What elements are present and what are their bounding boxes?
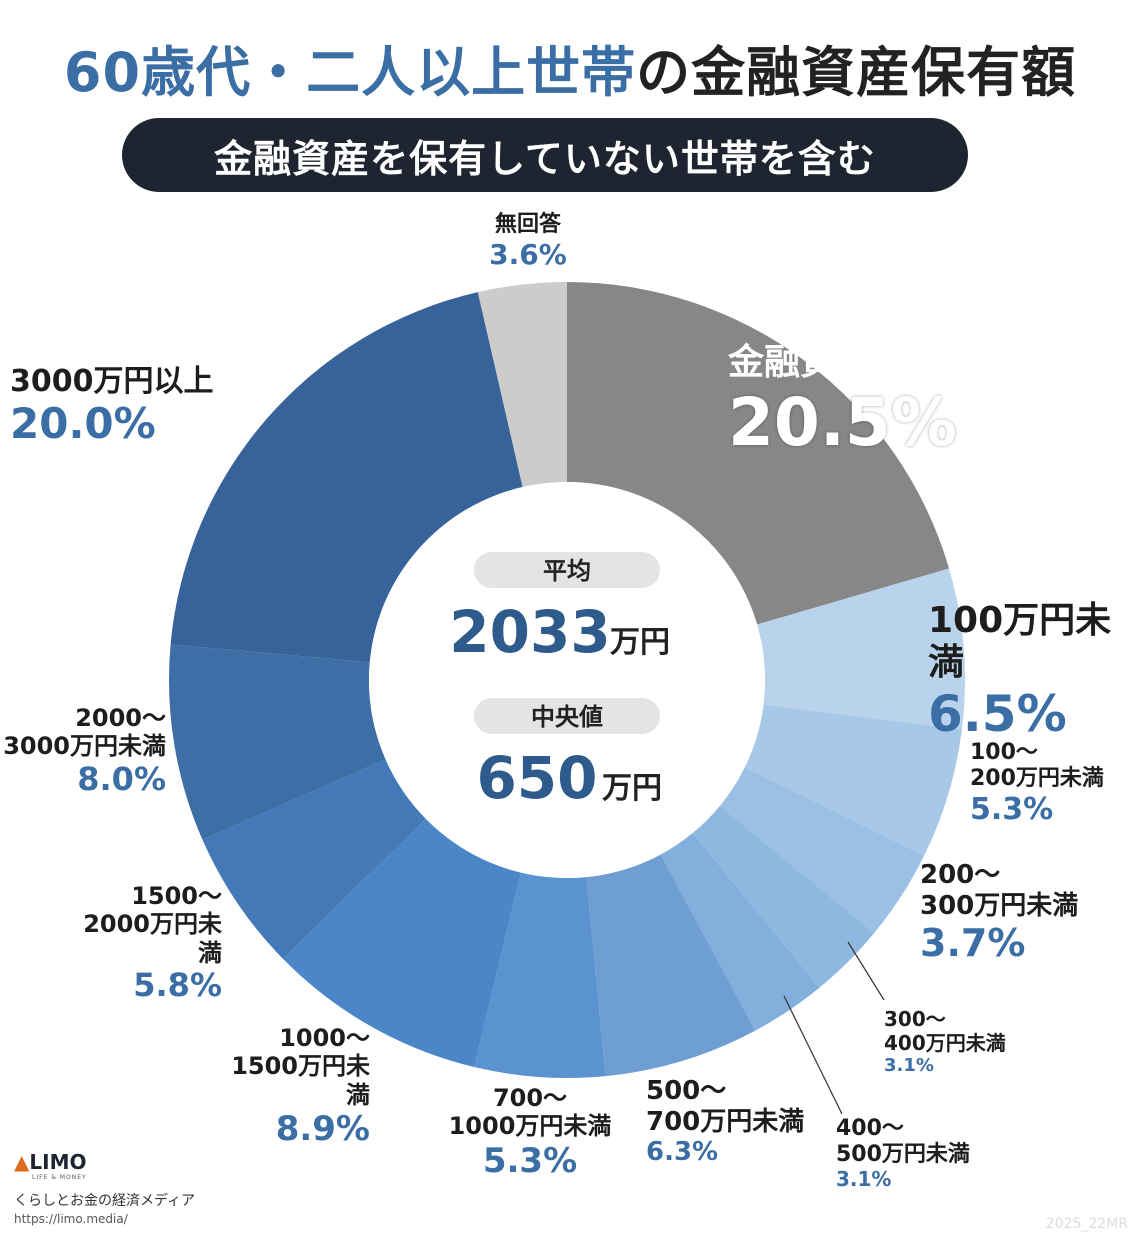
slice-label-3: 200〜 300万円未満 3.7% [920, 860, 1078, 966]
median-label: 中央値 [531, 703, 603, 731]
slice-label-9: 1500〜 2000万円未満 5.8% [80, 882, 222, 1005]
donut-slice-9 [202, 759, 426, 959]
slice-label-10: 2000〜 3000万円未満 8.0% [0, 704, 166, 798]
slice-label-name: 300万円未満 [920, 890, 1079, 921]
slice-label-name: 3000万円以上 [10, 364, 214, 399]
slice-label-name: 1500〜 [131, 882, 222, 910]
donut-slice-12 [477, 282, 567, 488]
slice-label-name: 500〜 [646, 1076, 727, 1106]
slice-label-6: 500〜 700万円未満 6.3% [646, 1076, 804, 1168]
slice-label-name: 400〜 [836, 1116, 904, 1141]
logo-text: LIMO [29, 1150, 87, 1174]
slice-label-name: 200〜 [920, 860, 1001, 890]
slice-label-1: 100万円未満 6.5% [928, 600, 1140, 744]
slice-label-pct: 5.8% [133, 965, 222, 1004]
slice-label-7: 700〜 1000万円未満 5.3% [440, 1084, 620, 1181]
donut-slice-10 [169, 644, 386, 840]
slice-label-name: 1500万円未満 [231, 1052, 370, 1109]
slice-label-pct: 3.1% [836, 1166, 892, 1191]
donut-slices [169, 282, 965, 1078]
slice-label-name: 500万円未満 [836, 1141, 970, 1167]
slice-label-name: 700〜 [492, 1084, 568, 1112]
slice-label-name: 1000万円未満 [448, 1112, 612, 1141]
slice-label-pct: 3.6% [489, 237, 567, 271]
slice-label-pct: 6.5% [928, 684, 1067, 743]
slice-label-name: 1000〜 [279, 1024, 370, 1052]
slice-label-name: 2000万円未満 [83, 910, 222, 967]
leader-line-0 [847, 941, 885, 1001]
avg-label-pill [474, 552, 660, 588]
slice-label-4: 300〜 400万円未満 3.1% [884, 1007, 1006, 1077]
slice-label-name: 100〜 [970, 740, 1038, 765]
donut-hole [369, 482, 765, 878]
slice-label-pct: 3.1% [884, 1055, 934, 1077]
slice-label-pct: 5.3% [482, 1140, 578, 1181]
footer-stamp: 2025_22MR [1045, 1216, 1128, 1232]
leader-line-1 [783, 995, 843, 1115]
avg-label: 平均 [543, 557, 591, 585]
footer-tagline: くらしとお金の経済メディア [14, 1193, 196, 1209]
donut-slice-1 [757, 568, 965, 730]
subtitle-text: 金融資産を保有していない世帯を含む [214, 136, 876, 181]
slice-label-name: 700万円未満 [646, 1106, 805, 1137]
donut-slice-3 [719, 767, 925, 934]
slice-label-2: 100〜 200万円未満 5.3% [970, 740, 1104, 827]
median-unit: 万円 [602, 771, 662, 806]
slice-label-0: 金融資産非保有 20.5% [728, 342, 980, 462]
limo-logo: ▲LIMO LIFE & MONEY [14, 1150, 87, 1181]
donut-slice-2 [744, 704, 962, 856]
slice-label-12: 無回答 3.6% [470, 212, 586, 271]
slice-label-name: 200万円未満 [970, 765, 1104, 791]
slice-label-name: 無回答 [494, 212, 561, 237]
slice-label-name: 3000万円未満 [3, 732, 166, 761]
slice-label-5: 400〜 500万円未満 3.1% [836, 1116, 970, 1192]
slice-label-name: 2000〜 [75, 704, 166, 732]
slice-label-name: 100万円未満 [928, 600, 1112, 684]
median-label-pill [474, 698, 660, 734]
leader-lines [783, 941, 885, 1115]
avg-value: 2033 [449, 598, 610, 666]
donut-slice-5 [660, 833, 820, 1031]
slice-label-pct: 20.5% [728, 384, 957, 462]
title-rest: の金融資産保有額 [636, 41, 1077, 104]
slice-label-11: 3000万円以上 20.0% [10, 364, 214, 449]
slice-label-pct: 20.0% [10, 399, 156, 449]
avg-unit: 万円 [610, 625, 670, 660]
slice-label-pct: 8.9% [275, 1108, 370, 1149]
slice-label-pct: 6.3% [646, 1137, 719, 1168]
slice-label-name: 400万円未満 [884, 1030, 1006, 1055]
page-title: 60歳代・二人以上世帯の金融資産保有額 [0, 28, 1140, 107]
donut-slice-8 [283, 818, 521, 1068]
donut-slice-11 [170, 292, 523, 663]
donut-slice-4 [692, 805, 875, 988]
slice-label-name: 金融資産非保有 [728, 342, 981, 383]
title-highlight: 60歳代・二人以上世帯 [63, 41, 637, 104]
footer-url: https://limo.media/ [14, 1212, 128, 1226]
donut-slice-7 [474, 872, 606, 1078]
subtitle-badge: 金融資産を保有していない世帯を含む [122, 118, 968, 192]
slice-label-name: 300〜 [884, 1007, 946, 1031]
donut-slice-6 [586, 854, 756, 1077]
slice-label-pct: 8.0% [77, 759, 166, 798]
center-info: 平均 2033 万円 中央値 650 万円 [449, 552, 670, 812]
slice-label-pct: 3.7% [920, 921, 1026, 966]
flame-icon: ▲ [14, 1150, 30, 1174]
median-value: 650 [476, 744, 597, 812]
slice-label-8: 1000〜 1500万円未満 8.9% [214, 1024, 370, 1149]
donut-slice-0 [567, 282, 950, 625]
slice-label-pct: 5.3% [970, 791, 1054, 827]
logo-subtext: LIFE & MONEY [32, 1174, 87, 1181]
